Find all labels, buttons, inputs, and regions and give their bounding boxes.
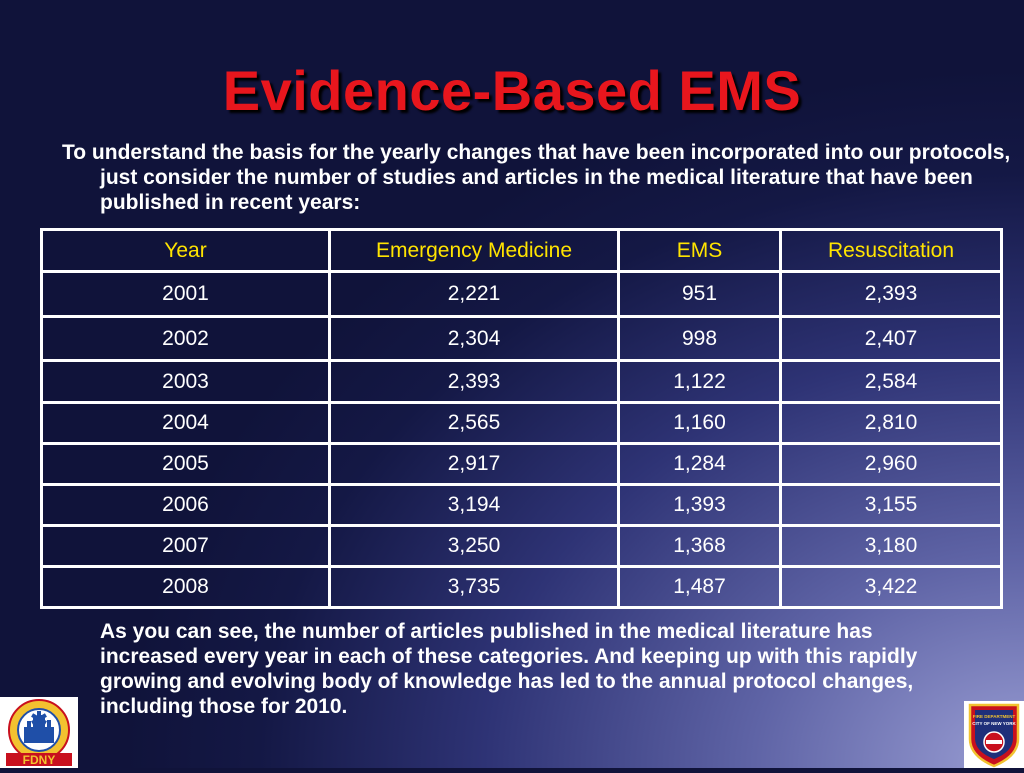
- cell-ems: 1,393: [617, 483, 782, 527]
- cell-ems: 1,160: [617, 401, 782, 445]
- cell-year: 2007: [40, 524, 331, 568]
- cell-resuscitation: 3,422: [779, 565, 1003, 609]
- cell-resuscitation: 2,584: [779, 359, 1003, 404]
- cell-year: 2001: [40, 270, 331, 318]
- cell-ems: 951: [617, 270, 782, 318]
- table-row: 2006 3,194 1,393 3,155: [40, 483, 1003, 527]
- table-row: 2003 2,393 1,122 2,584: [40, 359, 1003, 404]
- cell-emergency-medicine: 2,393: [328, 359, 620, 404]
- table-row: 2008 3,735 1,487 3,422: [40, 565, 1003, 609]
- table-row: 2007 3,250 1,368 3,180: [40, 524, 1003, 568]
- intro-paragraph: To understand the basis for the yearly c…: [62, 141, 1011, 214]
- table-row: 2002 2,304 998 2,407: [40, 315, 1003, 362]
- cell-ems: 998: [617, 315, 782, 362]
- header-year: Year: [40, 228, 331, 273]
- header-resuscitation: Resuscitation: [779, 228, 1003, 273]
- cell-ems: 1,487: [617, 565, 782, 609]
- cell-emergency-medicine: 2,221: [328, 270, 620, 318]
- cell-resuscitation: 3,155: [779, 483, 1003, 527]
- fire-department-shield-icon: FIRE DEPARTMENT CITY OF NEW YORK: [968, 703, 1020, 768]
- cell-resuscitation: 2,407: [779, 315, 1003, 362]
- slide-title: Evidence-Based EMS: [222, 59, 802, 122]
- cell-resuscitation: 2,393: [779, 270, 1003, 318]
- cell-year: 2002: [40, 315, 331, 362]
- cell-emergency-medicine: 2,565: [328, 401, 620, 445]
- cell-ems: 1,122: [617, 359, 782, 404]
- cell-resuscitation: 3,180: [779, 524, 1003, 568]
- table-row: 2004 2,565 1,160 2,810: [40, 401, 1003, 445]
- cell-year: 2004: [40, 401, 331, 445]
- header-ems: EMS: [617, 228, 782, 273]
- cell-resuscitation: 2,960: [779, 442, 1003, 486]
- cell-emergency-medicine: 2,304: [328, 315, 620, 362]
- cell-emergency-medicine: 2,917: [328, 442, 620, 486]
- articles-table: Year Emergency Medicine EMS Resuscitatio…: [40, 228, 1003, 609]
- shield-text-mid: CITY OF NEW YORK: [972, 721, 1016, 726]
- cell-emergency-medicine: 3,250: [328, 524, 620, 568]
- cell-ems: 1,284: [617, 442, 782, 486]
- table-row: 2001 2,221 951 2,393: [40, 270, 1003, 318]
- cell-ems: 1,368: [617, 524, 782, 568]
- fdny-logo-text: FDNY: [23, 753, 56, 767]
- header-emergency-medicine: Emergency Medicine: [328, 228, 620, 273]
- closing-paragraph: As you can see, the number of articles p…: [100, 620, 918, 718]
- fdny-ems-logo: FDNY: [0, 697, 78, 768]
- cell-emergency-medicine: 3,735: [328, 565, 620, 609]
- cell-year: 2006: [40, 483, 331, 527]
- shield-text-top: FIRE DEPARTMENT: [973, 714, 1016, 719]
- cell-year: 2003: [40, 359, 331, 404]
- fdny-ems-star-of-life-icon: FDNY: [6, 699, 72, 767]
- cell-year: 2008: [40, 565, 331, 609]
- table-header-row: Year Emergency Medicine EMS Resuscitatio…: [40, 228, 1003, 273]
- cell-emergency-medicine: 3,194: [328, 483, 620, 527]
- cell-resuscitation: 2,810: [779, 401, 1003, 445]
- cell-year: 2005: [40, 442, 331, 486]
- fdny-shield-logo: FIRE DEPARTMENT CITY OF NEW YORK: [964, 701, 1024, 768]
- table-row: 2005 2,917 1,284 2,960: [40, 442, 1003, 486]
